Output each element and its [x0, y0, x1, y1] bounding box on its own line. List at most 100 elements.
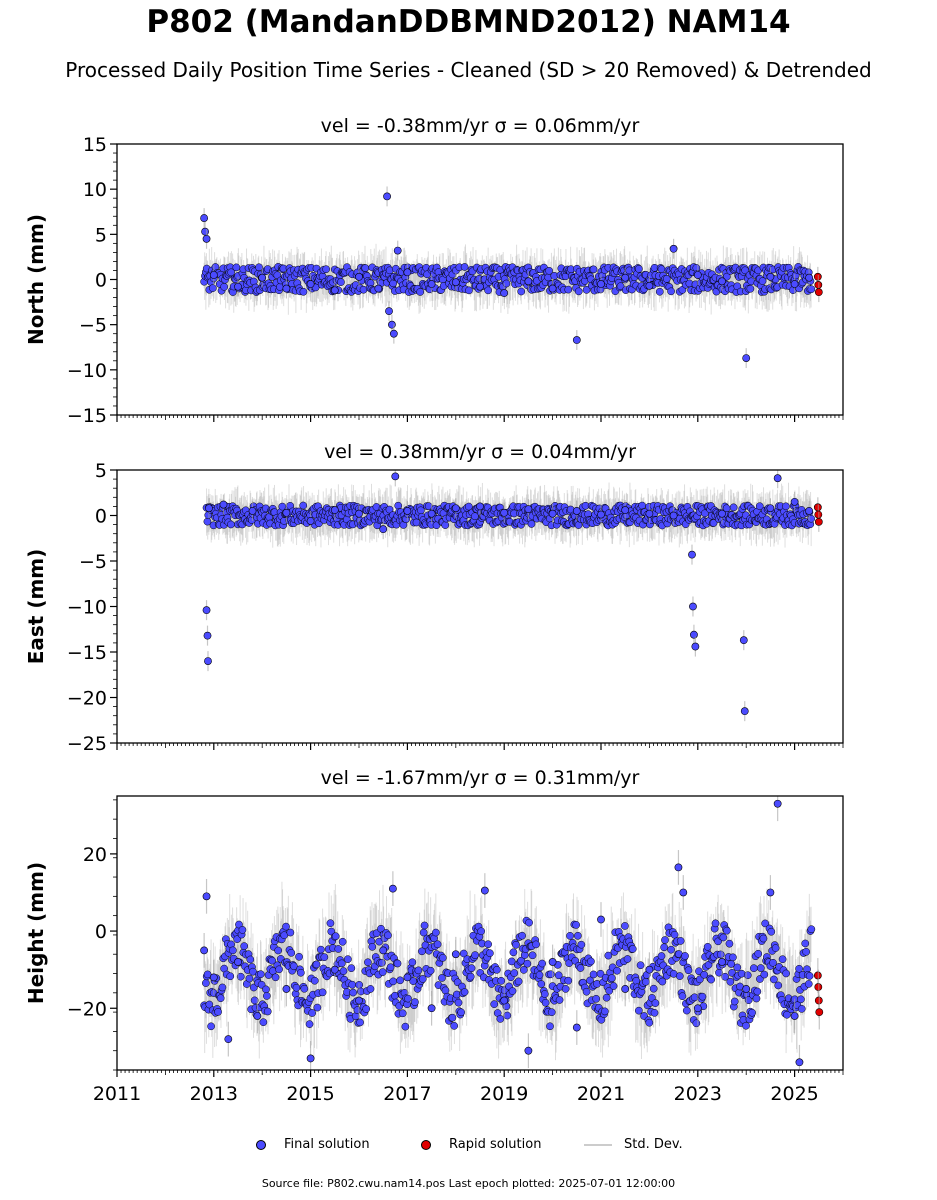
- final-point: [403, 268, 412, 277]
- final-point: [805, 507, 814, 515]
- final-point: [219, 500, 228, 509]
- y-tick-label: 0: [95, 506, 107, 528]
- final-point: [403, 507, 412, 515]
- final-point-background: [417, 506, 425, 515]
- final-point-background: [655, 287, 664, 296]
- final-point: [385, 307, 393, 316]
- final-point-background: [701, 509, 709, 518]
- final-point: [201, 227, 209, 236]
- final-point: [451, 504, 460, 513]
- final-point: [691, 642, 700, 651]
- final-point-background: [758, 277, 767, 285]
- final-point: [742, 354, 751, 362]
- panel-title: vel = -0.38mm/yr σ = 0.06mm/yr: [321, 115, 640, 137]
- final-point-background: [746, 284, 755, 293]
- final-point: [718, 509, 726, 518]
- final-point: [202, 606, 211, 615]
- final-point: [427, 509, 436, 518]
- final-point-background: [755, 502, 764, 511]
- final-point: [202, 234, 211, 243]
- y-tick-label: −10: [67, 360, 107, 382]
- final-point-background: [667, 287, 675, 296]
- final-point-background: [729, 503, 738, 512]
- final-point-background: [441, 521, 450, 529]
- final-point-background: [385, 505, 394, 514]
- final-point: [766, 504, 775, 513]
- y-tick-label: 10: [83, 179, 107, 201]
- final-point-background: [657, 265, 666, 274]
- final-point-background: [638, 501, 646, 510]
- final-point-background: [616, 282, 625, 291]
- final-point: [689, 602, 697, 611]
- final-point-background: [416, 288, 425, 296]
- final-point: [383, 192, 391, 201]
- final-point: [524, 505, 533, 514]
- final-point: [205, 504, 213, 513]
- final-point-background: [220, 282, 229, 291]
- final-point-background: [574, 287, 583, 296]
- final-point: [306, 517, 315, 525]
- y-tick-label: −15: [67, 405, 107, 427]
- y-tick-label: −5: [79, 315, 107, 337]
- final-point-background: [527, 520, 536, 528]
- final-point: [282, 508, 291, 517]
- final-point-background: [460, 263, 469, 271]
- final-point-background: [208, 284, 217, 292]
- final-point: [572, 507, 581, 515]
- final-point-background: [634, 265, 643, 273]
- final-point: [621, 506, 630, 514]
- final-point: [355, 509, 363, 518]
- panel-plot-area: [200, 796, 824, 1070]
- y-tick-label: 5: [95, 460, 107, 482]
- final-point: [355, 272, 363, 281]
- final-point: [548, 509, 557, 518]
- final-point: [203, 631, 212, 640]
- rapid-point: [814, 288, 823, 297]
- final-point: [790, 497, 799, 506]
- y-tick-label: −25: [67, 733, 107, 755]
- final-point-background: [361, 264, 370, 272]
- final-point: [204, 657, 212, 665]
- final-point: [597, 280, 605, 288]
- final-point-background: [227, 268, 235, 277]
- final-point-background: [517, 287, 526, 296]
- final-point: [669, 511, 678, 520]
- final-point: [451, 278, 460, 287]
- final-point-background: [589, 265, 598, 274]
- y-tick-label: −15: [67, 642, 107, 664]
- y-tick-label: 5: [95, 224, 107, 246]
- rapid-point: [814, 517, 823, 526]
- panel-plot-area: [200, 186, 823, 369]
- panel-title: vel = 0.38mm/yr σ = 0.04mm/yr: [324, 441, 636, 463]
- final-point: [718, 277, 726, 286]
- final-point: [258, 273, 267, 282]
- final-point: [476, 282, 484, 291]
- panel-plot-area: [202, 470, 823, 722]
- final-point-background: [337, 278, 345, 286]
- final-point: [476, 502, 484, 511]
- final-point: [790, 280, 799, 288]
- final-point: [597, 510, 605, 519]
- final-point: [306, 280, 315, 288]
- final-point-background: [464, 502, 473, 511]
- final-point: [234, 282, 242, 291]
- final-point-background: [484, 286, 492, 295]
- final-point-background: [545, 266, 553, 275]
- final-point: [391, 472, 400, 481]
- final-point-background: [709, 519, 718, 527]
- final-point: [524, 277, 533, 286]
- final-point: [645, 509, 654, 518]
- final-point-background: [322, 265, 330, 274]
- final-point: [739, 636, 748, 645]
- final-point-background: [299, 287, 308, 296]
- final-point: [773, 474, 782, 483]
- final-point: [690, 630, 698, 639]
- final-point-background: [299, 501, 308, 510]
- final-point: [248, 507, 257, 515]
- final-point: [548, 284, 557, 293]
- final-point: [500, 289, 509, 297]
- y-tick-label: −20: [67, 688, 107, 710]
- final-point-background: [465, 286, 473, 295]
- y-axis-label: East (mm): [24, 549, 48, 665]
